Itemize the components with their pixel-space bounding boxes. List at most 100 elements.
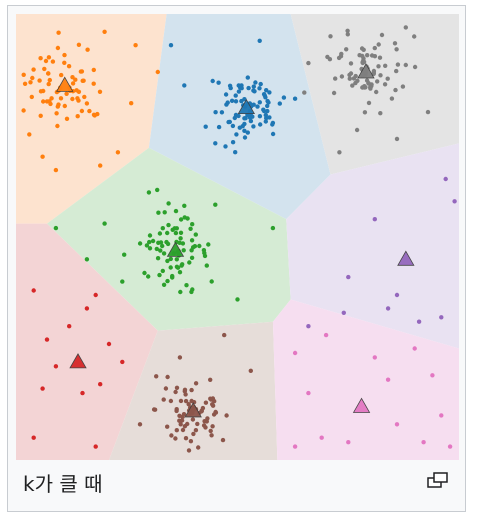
data-point [174,226,179,231]
data-point [197,243,202,249]
data-point [394,47,399,52]
data-point [87,108,92,114]
data-point [165,258,170,264]
data-point [55,104,60,109]
data-point [38,113,43,119]
data-point [267,115,272,120]
data-point [180,241,186,246]
data-point [64,91,69,97]
data-point [182,424,188,429]
data-point [158,248,163,253]
data-point [73,77,78,82]
centroid-markers [56,63,415,418]
data-point [165,230,170,236]
data-point [375,79,380,84]
data-point [385,306,391,311]
data-point [70,75,75,80]
data-point [53,225,59,231]
data-point [190,222,195,227]
data-point [178,230,184,235]
data-point [76,98,81,103]
data-point [133,43,138,48]
data-point [58,96,64,101]
data-point [306,390,311,396]
data-point [209,279,214,284]
data-point [38,89,44,94]
data-point [372,54,378,59]
data-point [258,122,263,127]
data-point [394,68,399,74]
data-point [154,246,159,252]
data-point [360,85,365,90]
data-point [379,32,385,38]
data-point [348,71,354,76]
data-point [22,81,28,87]
data-point [430,373,435,378]
data-point [43,58,49,64]
data-point [160,226,165,231]
data-point [181,412,187,417]
data-point [210,396,216,401]
data-point [270,131,276,137]
figure-caption: k가 클 때 [23,472,103,496]
data-point [213,110,218,115]
data-point [223,144,228,149]
data-point [146,274,151,279]
data-point [210,402,215,407]
data-point [230,140,236,145]
data-point [142,270,147,276]
data-point [31,288,36,293]
data-point [76,89,82,95]
data-point [412,346,417,351]
data-point [233,112,239,118]
data-point [242,128,247,133]
magnify-clip-icon[interactable] [425,470,451,490]
data-point [372,45,377,51]
data-point [336,55,342,61]
data-point [174,257,179,262]
data-point [78,69,84,74]
data-point [163,386,169,391]
data-point [234,132,239,137]
data-point [225,100,230,105]
data-point [193,232,198,237]
data-point [359,46,365,51]
data-point [21,72,26,77]
data-point [170,227,175,232]
data-point [341,310,346,315]
data-point [85,47,90,52]
figure-thumbnail[interactable]: k가 클 때 [7,5,466,512]
data-point [392,41,398,46]
data-point [394,292,400,298]
data-point [266,100,271,105]
data-point [62,52,67,58]
data-point [346,440,351,445]
data-point [202,250,207,256]
data-point [246,85,251,91]
data-point [38,56,43,61]
data-point [129,101,134,106]
data-point [174,408,179,414]
data-point [257,114,263,119]
data-point [319,435,324,440]
data-point [144,243,150,248]
data-point [203,124,208,129]
data-point [62,60,67,65]
data-point [166,201,171,206]
data-point [233,150,238,155]
data-point [277,101,282,106]
data-point [41,99,46,104]
data-point [351,76,357,81]
voronoi-scatter-plot[interactable] [16,14,459,460]
region-2 [290,14,459,175]
data-point [257,100,262,105]
data-point [331,90,337,96]
region-7 [272,299,459,460]
data-point [155,187,160,193]
data-point [243,116,248,121]
data-point [204,263,209,268]
region-3 [47,147,291,331]
data-point [66,64,72,69]
data-point [37,78,42,83]
data-point [30,75,35,81]
